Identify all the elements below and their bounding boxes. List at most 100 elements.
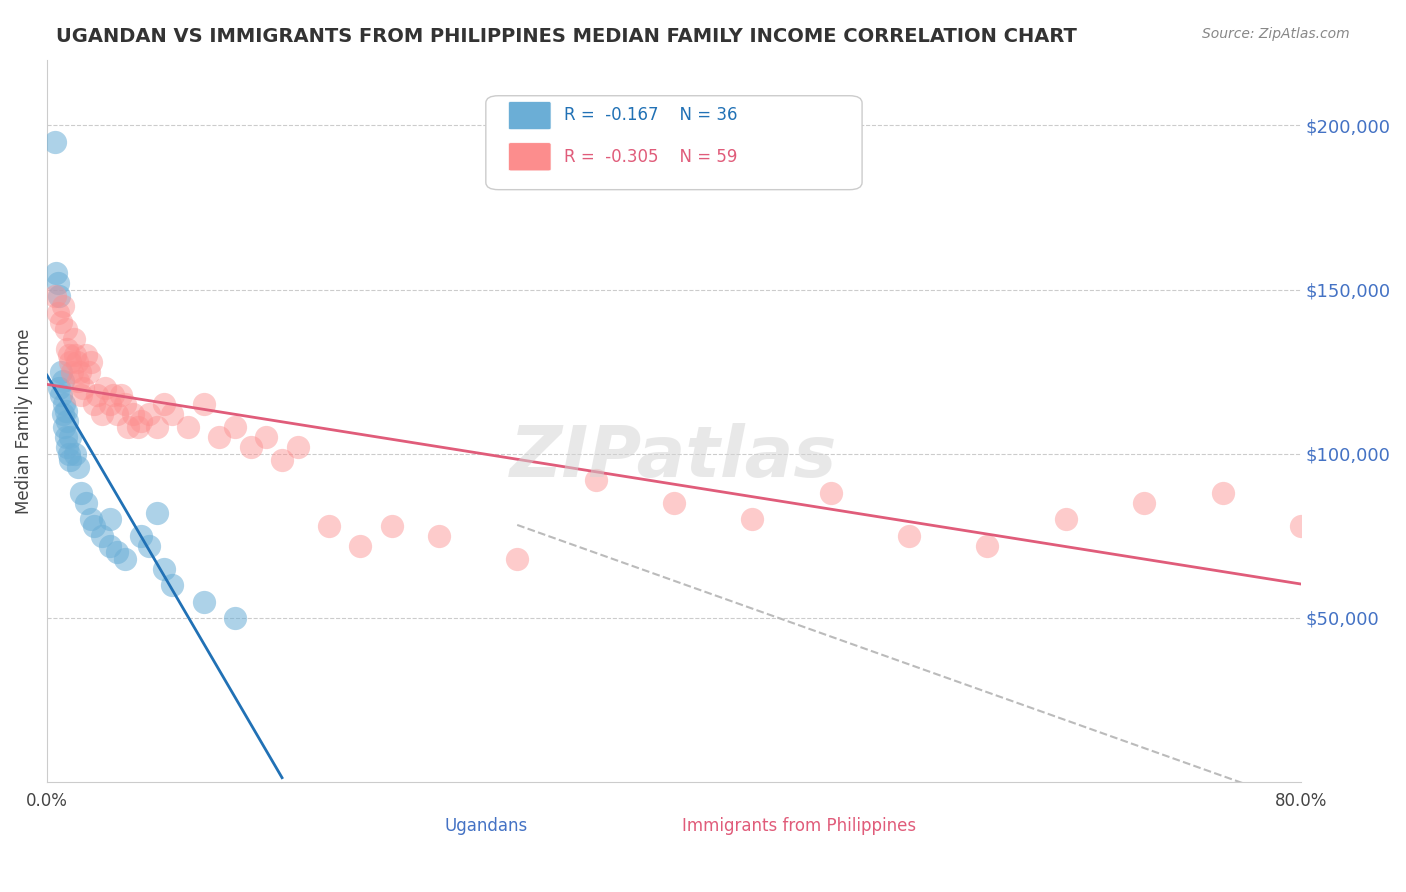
Point [506, 552, 529, 566]
Point [138, 539, 160, 553]
Point [662, 496, 685, 510]
Point [44, 135, 66, 149]
Point [129, 414, 152, 428]
Point [62, 332, 84, 346]
Point [585, 473, 607, 487]
FancyBboxPatch shape [509, 143, 551, 171]
Point [107, 545, 129, 559]
Point [145, 420, 167, 434]
Point [51, 299, 73, 313]
Point [208, 430, 231, 444]
Point [80, 355, 103, 369]
Point [60, 365, 83, 379]
Text: UGANDAN VS IMMIGRANTS FROM PHILIPPINES MEDIAN FAMILY INCOME CORRELATION CHART: UGANDAN VS IMMIGRANTS FROM PHILIPPINES M… [56, 27, 1077, 45]
Point [153, 562, 176, 576]
Point [145, 506, 167, 520]
Text: Source: ZipAtlas.com: Source: ZipAtlas.com [1202, 27, 1350, 41]
Point [56, 342, 79, 356]
Point [193, 397, 215, 411]
Point [55, 430, 77, 444]
Point [49, 387, 72, 401]
Point [349, 539, 371, 553]
Point [59, 453, 82, 467]
Point [70, 387, 93, 401]
Point [48, 289, 70, 303]
Point [59, 355, 82, 369]
Point [741, 512, 763, 526]
FancyBboxPatch shape [509, 102, 551, 129]
Point [46, 305, 69, 319]
Point [59, 430, 82, 444]
Point [44, 289, 66, 303]
Point [101, 387, 124, 401]
Point [1289, 519, 1312, 533]
Point [53, 397, 76, 411]
Point [53, 420, 76, 434]
Point [287, 440, 309, 454]
Text: R =  -0.167    N = 36: R = -0.167 N = 36 [564, 106, 737, 124]
Point [1133, 496, 1156, 510]
Point [67, 375, 90, 389]
Point [49, 315, 72, 329]
Point [46, 276, 69, 290]
Point [98, 539, 121, 553]
Point [63, 348, 86, 362]
Point [114, 397, 136, 411]
Point [80, 512, 103, 526]
Point [224, 420, 246, 434]
Point [58, 348, 80, 362]
Point [83, 519, 105, 533]
Point [898, 529, 921, 543]
Point [117, 420, 139, 434]
Point [55, 322, 77, 336]
Point [127, 420, 149, 434]
Point [98, 512, 121, 526]
Point [77, 365, 100, 379]
Point [254, 430, 277, 444]
Point [63, 447, 86, 461]
Point [224, 611, 246, 625]
Bar [655, 814, 686, 837]
Point [51, 375, 73, 389]
Point [69, 365, 91, 379]
Text: ZIPatlas: ZIPatlas [510, 423, 838, 491]
Point [66, 355, 89, 369]
Point [51, 407, 73, 421]
Point [75, 496, 97, 510]
Point [976, 539, 998, 553]
Point [271, 453, 294, 467]
FancyBboxPatch shape [486, 95, 862, 190]
Point [90, 407, 112, 421]
Point [129, 529, 152, 543]
Text: R =  -0.305    N = 59: R = -0.305 N = 59 [564, 148, 737, 166]
Point [49, 365, 72, 379]
Point [162, 578, 184, 592]
Point [90, 529, 112, 543]
Point [381, 519, 404, 533]
Point [72, 381, 94, 395]
Point [110, 387, 132, 401]
Point [55, 404, 77, 418]
Point [86, 387, 108, 401]
Point [122, 407, 145, 421]
Point [83, 397, 105, 411]
Point [48, 381, 70, 395]
Point [56, 440, 79, 454]
Point [1212, 486, 1234, 500]
Text: Immigrants from Philippines: Immigrants from Philippines [682, 816, 917, 835]
Point [114, 552, 136, 566]
Point [177, 420, 200, 434]
Point [75, 348, 97, 362]
Point [67, 459, 90, 474]
Point [56, 414, 79, 428]
Point [153, 397, 176, 411]
Point [70, 486, 93, 500]
Point [94, 381, 117, 395]
Point [1054, 512, 1077, 526]
Point [45, 266, 67, 280]
Point [239, 440, 262, 454]
Point [98, 397, 121, 411]
Point [58, 447, 80, 461]
Text: Ugandans: Ugandans [444, 816, 527, 835]
Point [193, 594, 215, 608]
